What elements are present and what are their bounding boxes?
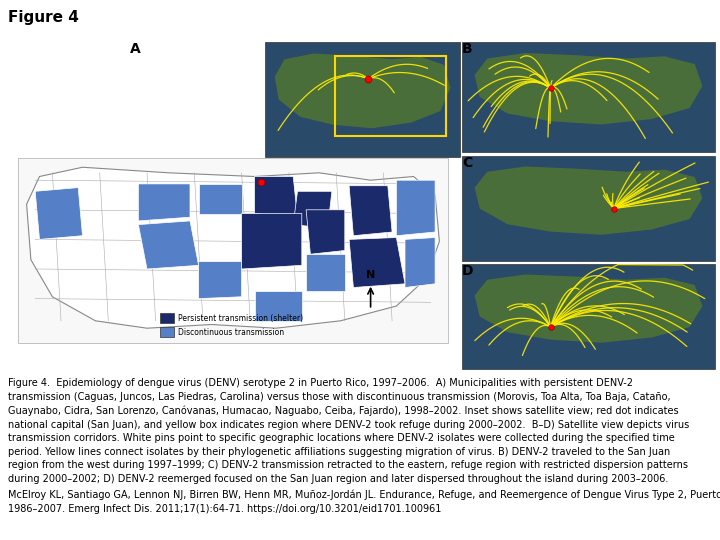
- Polygon shape: [474, 166, 702, 235]
- Bar: [336, 56, 446, 136]
- Polygon shape: [293, 191, 332, 228]
- Polygon shape: [254, 177, 297, 217]
- Bar: [265, 42, 460, 157]
- Polygon shape: [199, 261, 242, 299]
- Polygon shape: [254, 291, 302, 321]
- Bar: [160, 313, 174, 323]
- Polygon shape: [474, 274, 702, 343]
- Polygon shape: [242, 213, 302, 269]
- Polygon shape: [275, 53, 450, 128]
- Text: N: N: [366, 270, 375, 280]
- Text: Discontinuous transmission: Discontinuous transmission: [178, 328, 284, 337]
- Text: A: A: [130, 42, 140, 56]
- Text: B: B: [462, 42, 472, 56]
- Polygon shape: [138, 221, 199, 269]
- Bar: [462, 42, 715, 152]
- Polygon shape: [138, 184, 190, 221]
- Text: McElroy KL, Santiago GA, Lennon NJ, Birren BW, Henn MR, Muñoz-Jordán JL. Enduran: McElroy KL, Santiago GA, Lennon NJ, Birr…: [8, 490, 720, 514]
- Text: D: D: [462, 264, 474, 278]
- Polygon shape: [349, 186, 392, 235]
- Polygon shape: [199, 184, 242, 213]
- Polygon shape: [27, 167, 439, 328]
- Polygon shape: [306, 210, 345, 254]
- Text: Persistent transmission (shelter): Persistent transmission (shelter): [178, 314, 303, 323]
- Bar: [462, 156, 715, 261]
- Polygon shape: [306, 254, 345, 291]
- Polygon shape: [397, 180, 435, 235]
- Bar: [18, 158, 448, 343]
- Bar: [462, 264, 715, 369]
- Polygon shape: [474, 53, 702, 125]
- Text: C: C: [462, 156, 472, 170]
- Text: Figure 4: Figure 4: [8, 10, 79, 25]
- Polygon shape: [405, 238, 435, 287]
- Polygon shape: [35, 187, 83, 239]
- Polygon shape: [349, 238, 405, 287]
- Bar: [160, 327, 174, 338]
- Text: Figure 4.  Epidemiology of dengue virus (DENV) serotype 2 in Puerto Rico, 1997–2: Figure 4. Epidemiology of dengue virus (…: [8, 378, 689, 484]
